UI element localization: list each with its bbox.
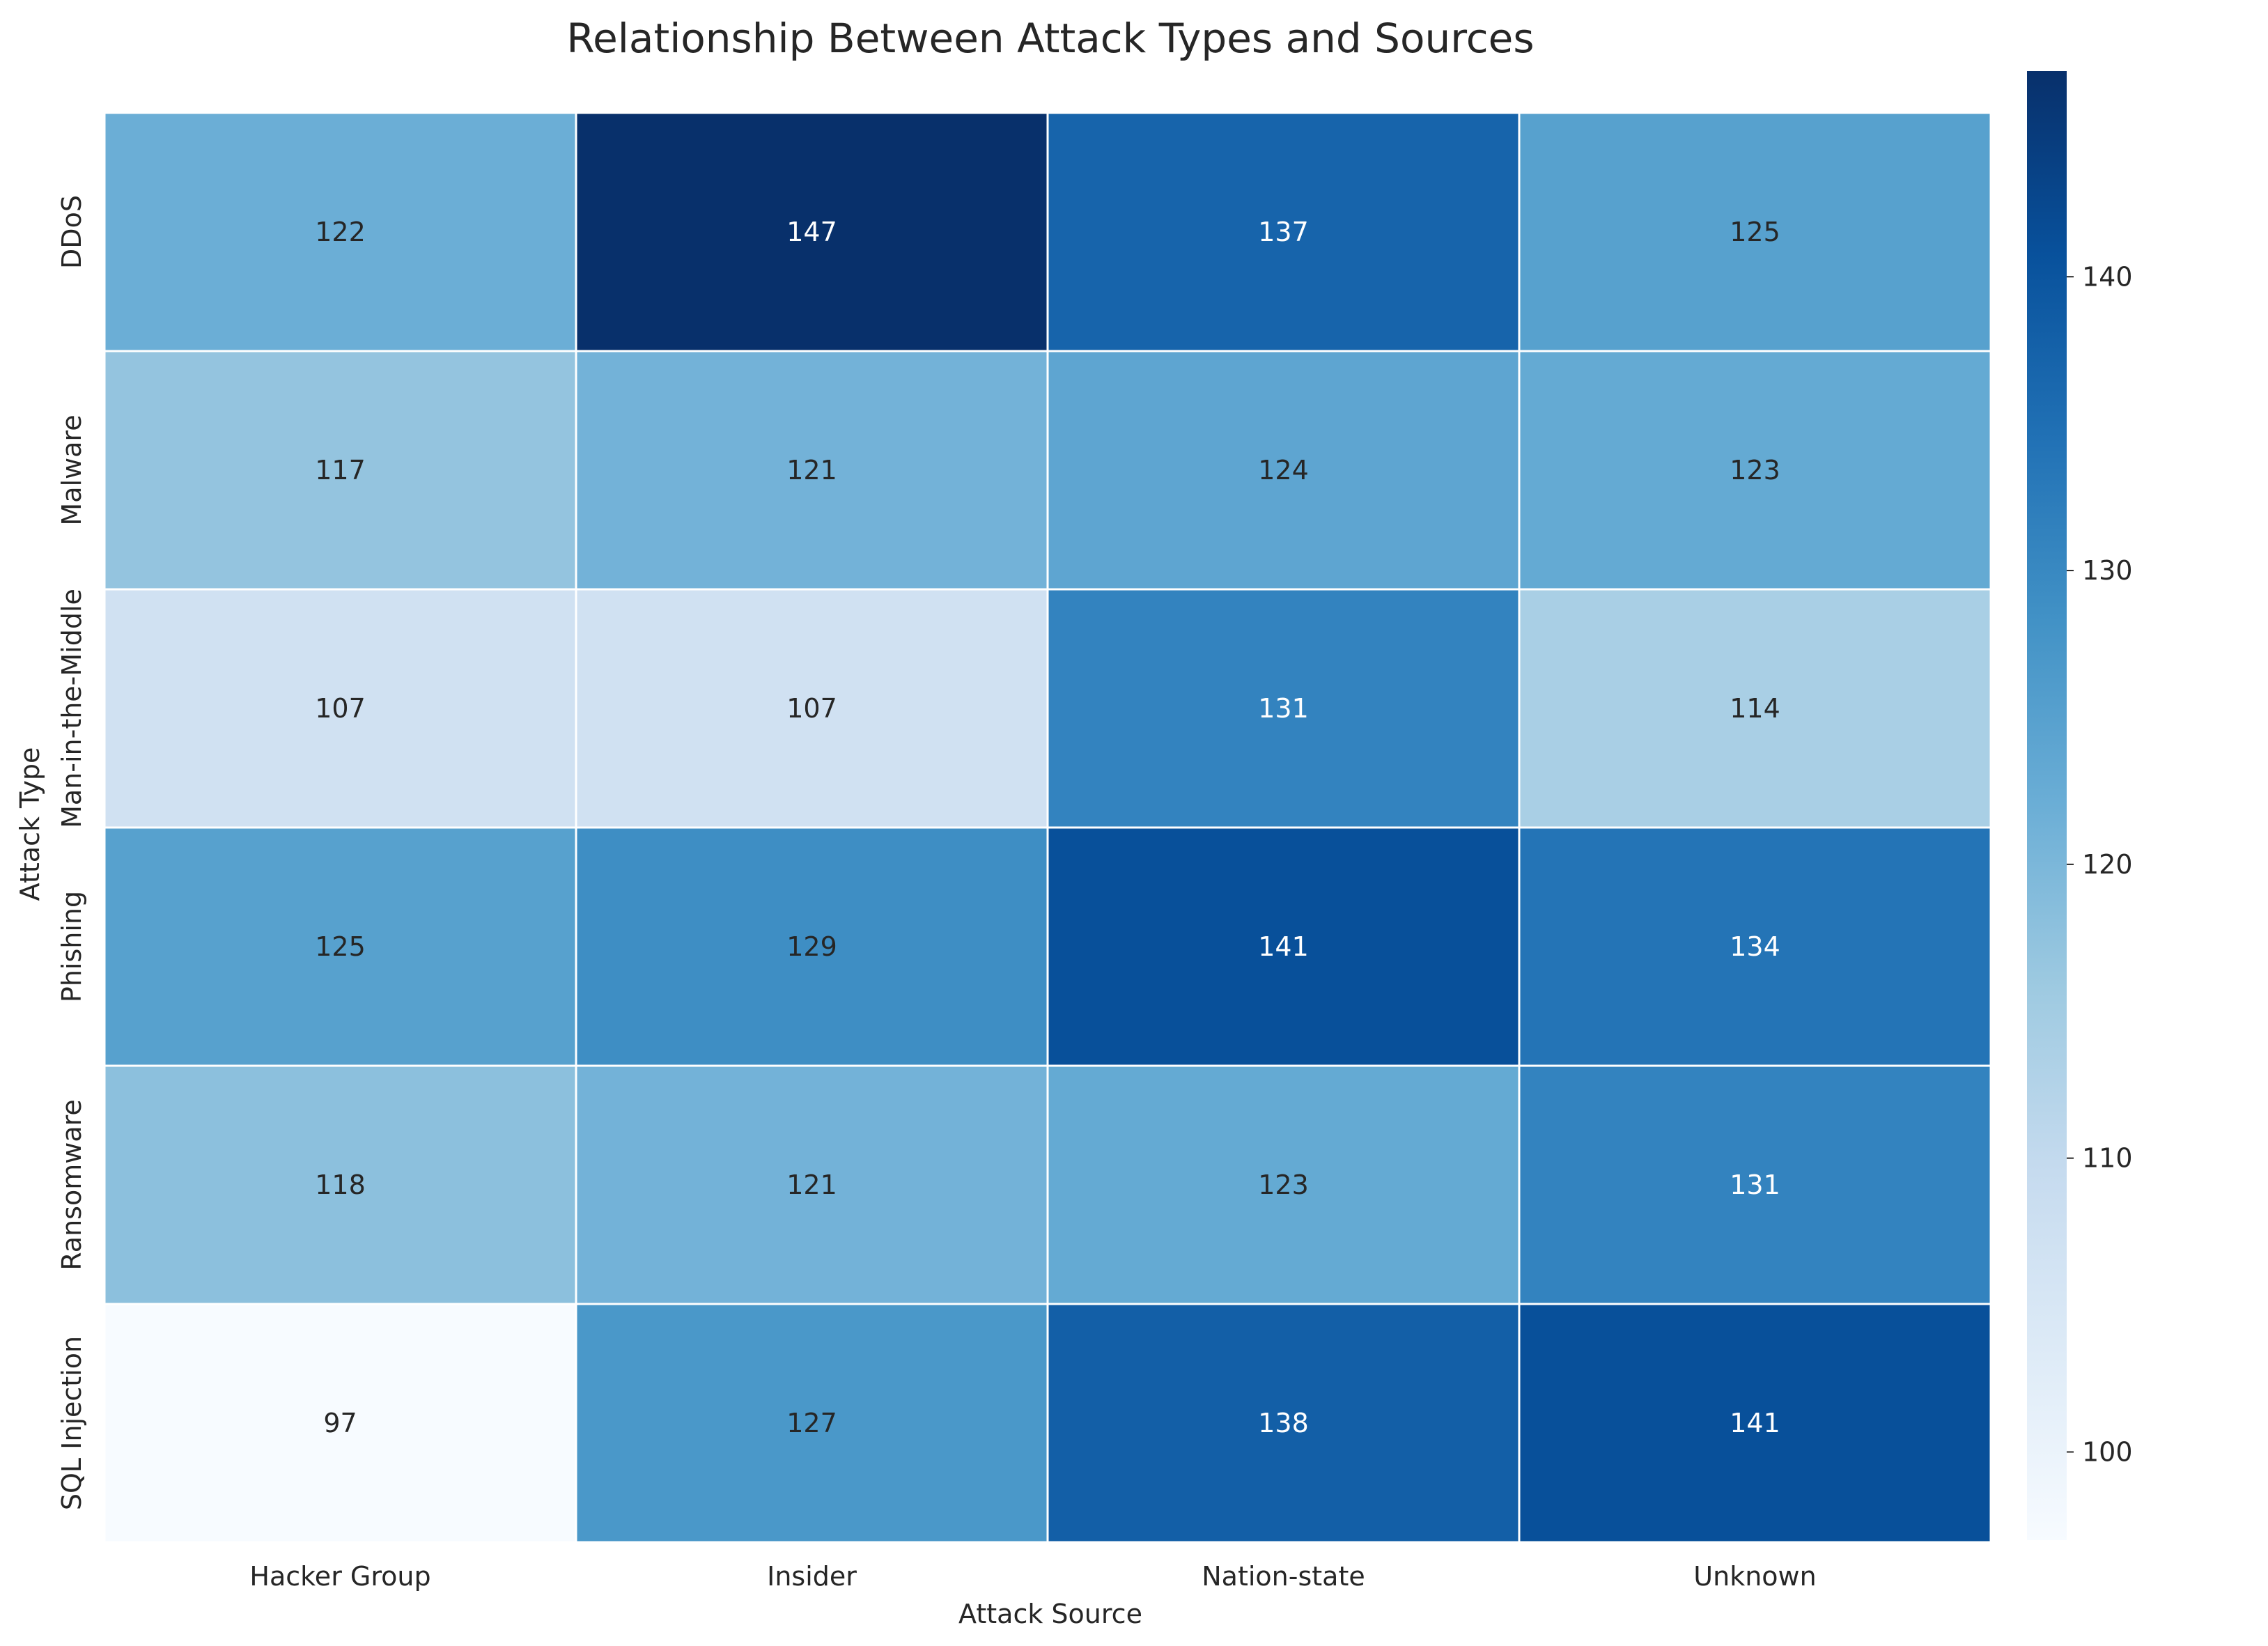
y-tick-label: Malware (56, 414, 87, 525)
heatmap-cell (1518, 826, 1992, 1067)
heatmap-cell (1518, 350, 1992, 591)
heatmap-cell (103, 350, 577, 591)
colorbar: 100 110 120 130 140 (2027, 71, 2133, 1540)
cell-value-label: 97 (323, 1408, 357, 1438)
heatmap-cell-labels: 122 147 137 125 117 121 124 123 107 107 131 114 125 1… (315, 217, 1780, 1438)
cell-value-label: 107 (315, 693, 366, 724)
heatmap-cell (575, 111, 1049, 352)
x-tick-label: Nation-state (1202, 1561, 1365, 1592)
heatmap-cell (103, 111, 577, 352)
y-tick-label: Phishing (56, 891, 87, 1002)
cell-value-label: 121 (786, 455, 837, 486)
x-tick-label: Insider (767, 1561, 857, 1592)
colorbar-tick-label: 130 (2082, 555, 2133, 586)
cell-value-label: 138 (1258, 1408, 1309, 1438)
heatmap-cells (103, 111, 1992, 1544)
cell-value-label: 123 (1730, 455, 1780, 486)
y-axis-label: Attack Type (15, 747, 45, 901)
x-tick-label: Hacker Group (249, 1561, 430, 1592)
y-tick-label: SQL Injection (56, 1336, 87, 1510)
cell-value-label: 131 (1730, 1170, 1780, 1200)
cell-value-label: 124 (1258, 455, 1309, 486)
heatmap-cell (575, 1303, 1049, 1544)
x-tick-label: Unknown (1693, 1561, 1816, 1592)
colorbar-ticks: 100 110 120 130 140 (2067, 261, 2133, 1467)
y-tick-label: Ransomware (56, 1099, 87, 1271)
cell-value-label: 117 (315, 455, 366, 486)
cell-value-label: 127 (786, 1408, 837, 1438)
heatmap-cell (1518, 111, 1992, 352)
colorbar-gradient (2027, 71, 2067, 1540)
cell-value-label: 118 (315, 1170, 366, 1200)
cell-value-label: 125 (1730, 217, 1780, 247)
y-tick-label: Man-in-the-Middle (56, 589, 87, 828)
y-tick-labels: DDoS Malware Man-in-the-Middle Phishing Rans… (56, 195, 87, 1510)
colorbar-tick-label: 100 (2082, 1436, 2133, 1467)
heatmap-cell (103, 1064, 577, 1305)
heatmap-cell (103, 826, 577, 1067)
x-tick-labels: Hacker Group Insider Nation-state Unknown (249, 1561, 1816, 1592)
heatmap-cell (1046, 1064, 1521, 1305)
chart-title: Relationship Between Attack Types and So… (566, 15, 1534, 62)
cell-value-label: 141 (1730, 1408, 1780, 1438)
x-axis-label: Attack Source (958, 1599, 1142, 1629)
heatmap-cell (103, 1303, 577, 1544)
heatmap-cell (1518, 1064, 1992, 1305)
cell-value-label: 114 (1730, 693, 1780, 724)
cell-value-label: 129 (786, 931, 837, 962)
heatmap-cell (1518, 1303, 1992, 1544)
cell-value-label: 131 (1258, 693, 1309, 724)
cell-value-label: 137 (1258, 217, 1309, 247)
heatmap-cell (575, 1064, 1049, 1305)
heatmap-cell (1046, 350, 1521, 591)
heatmap-cell (575, 588, 1049, 829)
cell-value-label: 107 (786, 693, 837, 724)
heatmap-cell (575, 826, 1049, 1067)
heatmap-cell (575, 350, 1049, 591)
heatmap-cell (1518, 588, 1992, 829)
cell-value-label: 134 (1730, 931, 1780, 962)
cell-value-label: 141 (1258, 931, 1309, 962)
cell-value-label: 125 (315, 931, 366, 962)
heatmap-cell (1046, 111, 1521, 352)
colorbar-tick-label: 110 (2082, 1143, 2133, 1174)
cell-value-label: 147 (786, 217, 837, 247)
heatmap-cell (1046, 826, 1521, 1067)
cell-value-label: 122 (315, 217, 366, 247)
colorbar-tick-label: 120 (2082, 849, 2133, 880)
heatmap-cell (1046, 1303, 1521, 1544)
cell-value-label: 123 (1258, 1170, 1309, 1200)
y-tick-label: DDoS (56, 195, 87, 269)
cell-value-label: 121 (786, 1170, 837, 1200)
colorbar-tick-label: 140 (2082, 261, 2133, 292)
